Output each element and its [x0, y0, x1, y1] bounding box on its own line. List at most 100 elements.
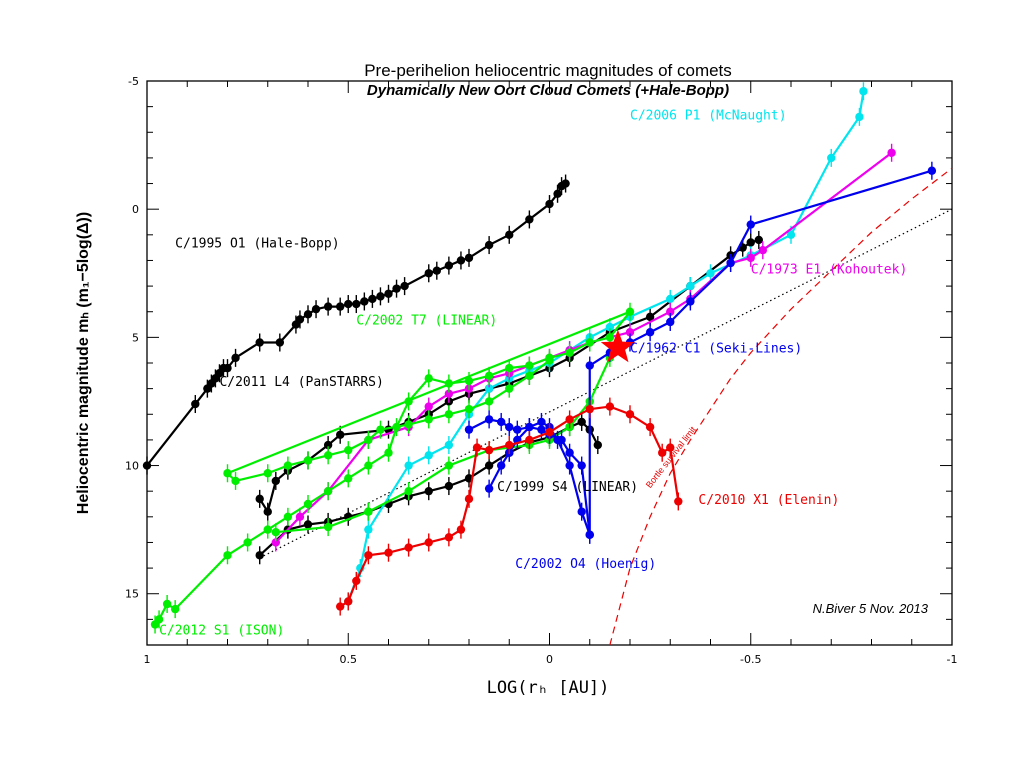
series-label: C/2012 S1 (ISON)	[159, 624, 284, 639]
data-point	[444, 410, 454, 419]
data-point	[746, 253, 755, 263]
data-point	[295, 512, 305, 522]
data-point	[263, 507, 272, 516]
data-point	[344, 597, 353, 606]
data-point	[444, 440, 454, 450]
data-point	[674, 497, 683, 506]
data-point	[484, 415, 494, 424]
data-point	[154, 615, 164, 624]
data-point	[323, 440, 333, 450]
data-point	[231, 353, 240, 363]
x-tick-label: 1	[144, 653, 151, 666]
data-point	[404, 543, 413, 552]
data-point	[537, 425, 546, 434]
data-point	[706, 269, 715, 278]
series-label: C/1999 S4 (LINEAR)	[497, 480, 638, 495]
data-point	[525, 371, 534, 381]
data-point	[271, 476, 280, 486]
data-point	[444, 481, 454, 491]
data-point	[484, 461, 494, 470]
data-point	[746, 238, 755, 247]
data-point	[255, 494, 264, 504]
data-point	[625, 328, 635, 337]
data-point	[525, 422, 534, 432]
data-point	[404, 486, 413, 496]
data-point	[786, 230, 796, 240]
data-point	[456, 256, 466, 265]
data-point	[364, 525, 373, 534]
data-point	[859, 87, 868, 96]
data-point	[404, 397, 413, 406]
data-point	[464, 425, 474, 434]
x-tick-label: 0	[546, 653, 553, 666]
data-point	[577, 417, 586, 427]
series-c-2010-x1-elenin-	[336, 397, 683, 616]
data-point	[927, 166, 937, 175]
data-point	[525, 215, 534, 224]
data-point	[658, 448, 667, 457]
data-point	[263, 525, 272, 534]
data-point	[336, 302, 345, 311]
series-c-1995-o1-hale-bopp-	[142, 174, 570, 475]
data-point	[505, 384, 514, 393]
data-point	[525, 361, 534, 370]
data-point	[231, 476, 240, 486]
data-point	[666, 307, 675, 316]
black-dotted-trend-line	[259, 208, 953, 559]
data-point	[191, 399, 200, 409]
y-tick-label: 0	[132, 203, 139, 216]
data-point	[754, 235, 763, 245]
data-point	[424, 402, 433, 411]
data-point	[336, 602, 345, 611]
data-point	[223, 551, 232, 560]
data-point	[424, 269, 433, 278]
data-point	[577, 461, 586, 470]
data-point	[746, 220, 755, 229]
data-point	[758, 246, 768, 255]
data-point	[271, 538, 280, 547]
data-point	[384, 289, 393, 298]
data-point	[364, 507, 373, 516]
data-point	[484, 371, 494, 381]
data-point	[505, 363, 514, 373]
data-point	[645, 312, 655, 322]
data-point	[666, 294, 675, 304]
data-point	[323, 302, 333, 311]
data-point	[283, 512, 293, 522]
data-point	[505, 230, 514, 240]
data-point	[585, 530, 594, 539]
data-point	[625, 410, 635, 419]
data-point	[344, 299, 353, 309]
data-point	[887, 148, 896, 157]
data-point	[545, 428, 554, 437]
y-tick-label: -5	[128, 75, 139, 88]
series-label: C/2002 T7 (LINEAR)	[356, 314, 497, 329]
data-point	[464, 404, 474, 414]
data-point	[593, 440, 602, 450]
series-labels: C/1995 O1 (Hale-Bopp) C/2011 L4 (PanSTARR…	[159, 108, 907, 638]
data-point	[444, 533, 454, 542]
x-axis-label: LOG(rₕ [AU])	[487, 678, 610, 698]
data-point	[625, 307, 635, 316]
x-tick-label: -1	[947, 653, 958, 666]
data-point	[142, 461, 152, 470]
data-point	[484, 484, 494, 493]
series-label: C/2010 X1 (Elenin)	[698, 493, 839, 508]
data-point	[605, 322, 615, 332]
data-point	[364, 461, 373, 470]
chart-subtitle: Dynamically New Oort Cloud Comets (+Hale…	[367, 82, 729, 99]
data-point	[392, 284, 401, 293]
data-point	[645, 422, 655, 432]
data-point	[585, 338, 594, 347]
data-point	[368, 294, 377, 304]
data-point	[344, 445, 353, 455]
series-c-2002-t7-linear-	[150, 302, 635, 634]
data-point	[585, 404, 594, 414]
data-point	[561, 179, 570, 188]
data-point	[243, 538, 252, 547]
series-label: C/1973 E1 (Kohoutek)	[751, 262, 908, 277]
data-point	[384, 448, 393, 457]
x-tick-label: -0.5	[740, 653, 761, 666]
data-point	[505, 422, 514, 432]
